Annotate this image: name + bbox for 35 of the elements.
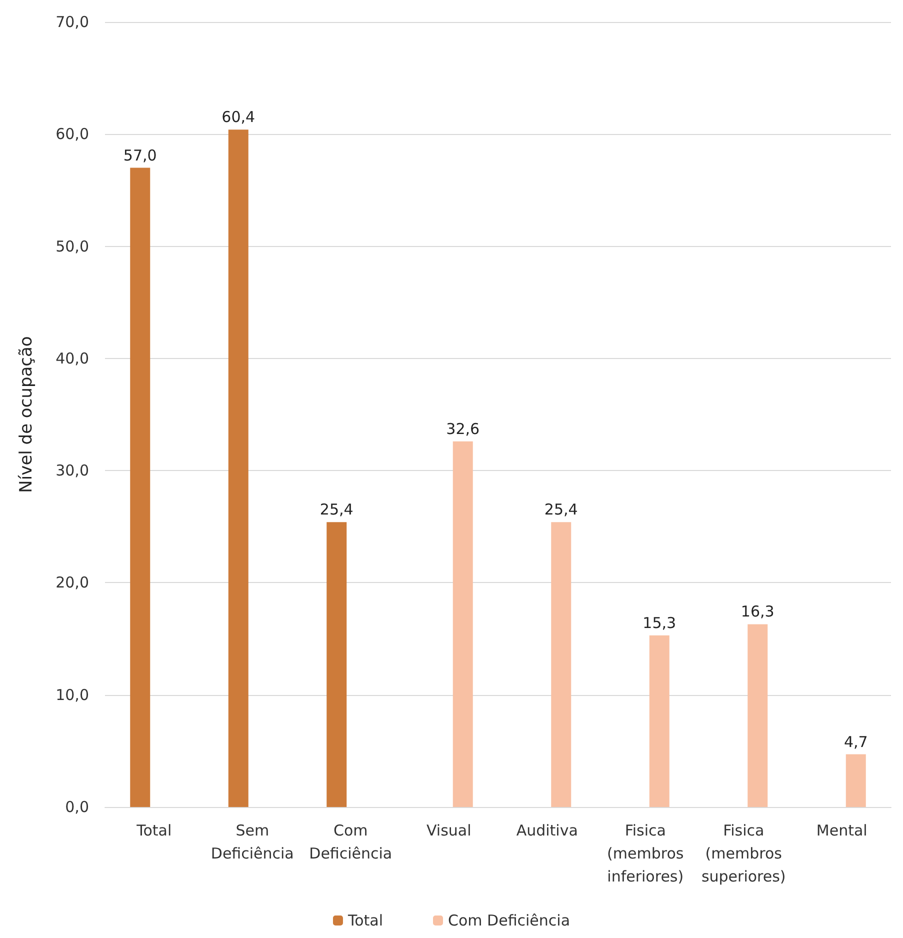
data-label: 32,6 <box>446 420 480 438</box>
y-tick-label: 70,0 <box>56 13 89 31</box>
data-label: 25,4 <box>320 500 354 519</box>
bar <box>452 441 473 807</box>
y-tick-label: 50,0 <box>56 237 89 256</box>
bar <box>130 168 150 807</box>
bar <box>846 754 866 807</box>
y-tick-label: 10,0 <box>56 686 89 704</box>
bar <box>326 522 347 807</box>
y-tick-label: 20,0 <box>56 574 89 592</box>
y-tick-label: 0,0 <box>65 798 89 816</box>
legend-label: Com Deficiência <box>448 912 570 930</box>
data-label: 15,3 <box>642 614 676 632</box>
x-tick-label: Com Deficiência <box>309 822 392 862</box>
x-tick-label: Sem Deficiência <box>210 822 294 862</box>
y-tick-label: 60,0 <box>56 125 89 144</box>
x-tick-label: Total <box>136 822 172 840</box>
data-label: 25,4 <box>544 500 578 519</box>
y-tick-label: 30,0 <box>56 462 89 480</box>
bar <box>228 130 248 807</box>
y-tick-label: 40,0 <box>56 349 89 368</box>
x-tick-label: Fisica (membros superiores) <box>701 822 786 886</box>
data-label: 60,4 <box>222 108 256 126</box>
x-tick-label: Visual <box>426 822 472 840</box>
x-tick-label: Auditiva <box>516 822 578 840</box>
bar <box>649 635 670 807</box>
bar <box>748 624 768 807</box>
x-tick-label: Fisica (membros inferiores) <box>607 822 684 886</box>
y-axis-title: Nível de ocupação <box>16 336 36 493</box>
x-tick-label: Mental <box>816 822 868 840</box>
legend-label: Total <box>346 912 384 930</box>
data-label: 4,7 <box>844 732 868 751</box>
data-label: 57,0 <box>123 146 157 164</box>
data-label: 16,3 <box>740 602 774 621</box>
bar <box>551 522 572 807</box>
